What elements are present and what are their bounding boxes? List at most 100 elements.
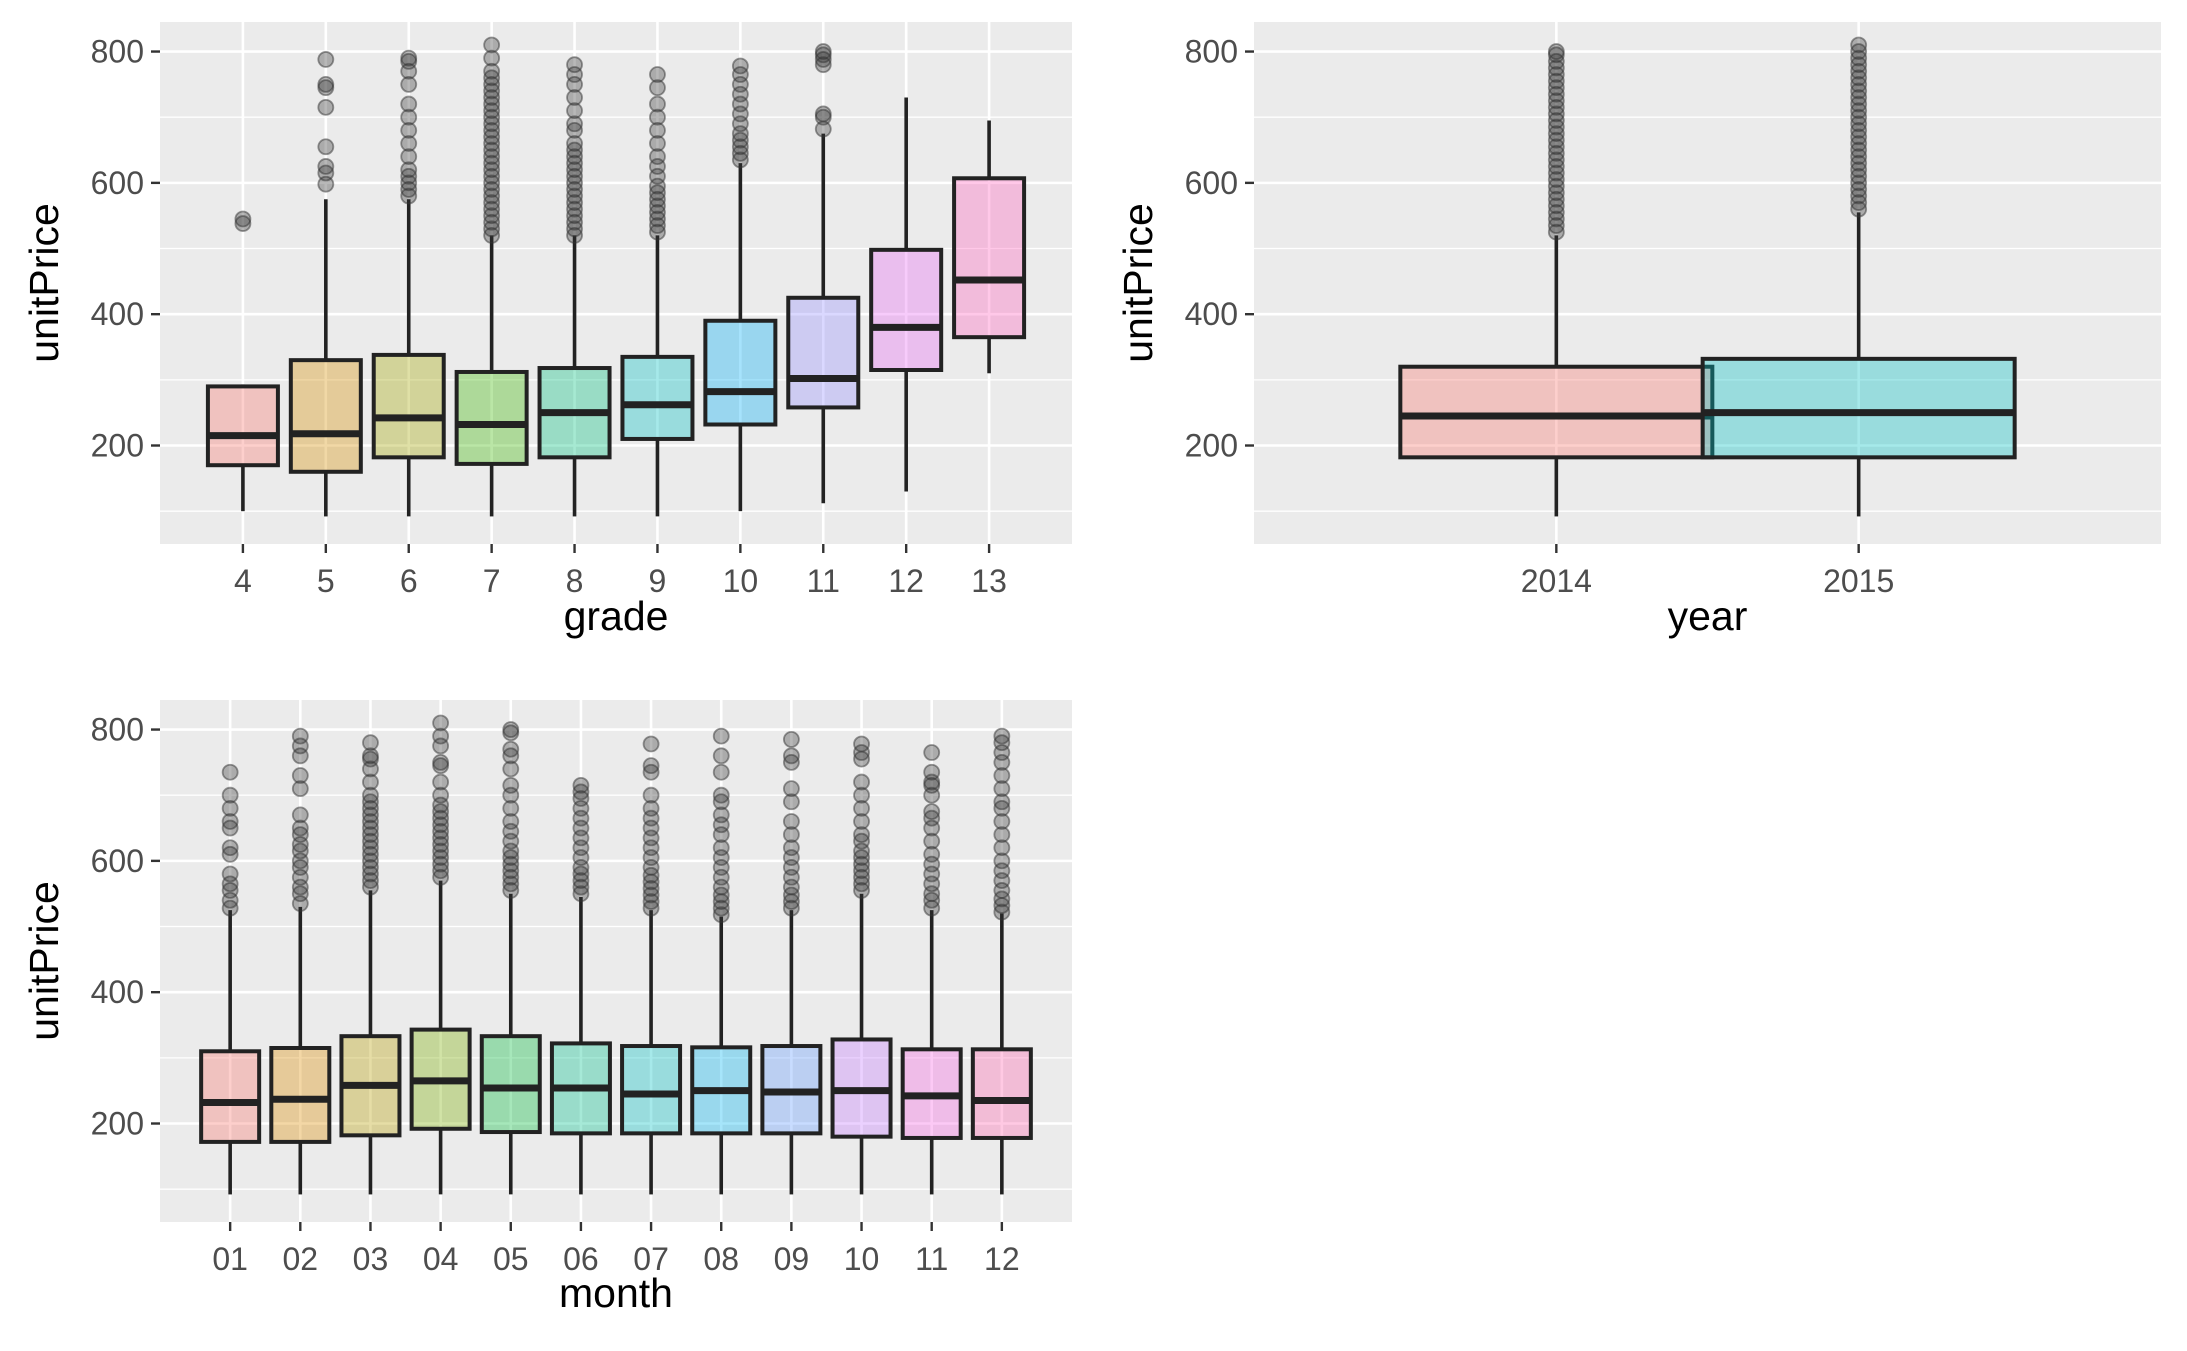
outlier-point — [432, 855, 450, 873]
outlier-point — [502, 747, 520, 765]
outlier-point — [649, 148, 666, 166]
outlier-point — [731, 138, 749, 156]
outlier-point — [642, 763, 660, 781]
outlier-point — [400, 181, 418, 198]
outlier-point — [814, 105, 832, 123]
panel-background — [160, 700, 1072, 1222]
outlier-point — [1850, 154, 1868, 172]
outlier-point — [853, 813, 870, 830]
y-tick-label: 600 — [91, 165, 144, 201]
outlier-point — [432, 849, 450, 866]
outlier-point — [566, 148, 583, 166]
x-tick-label: 10 — [844, 1241, 880, 1277]
outlier-point — [483, 141, 501, 159]
outlier-point — [649, 108, 666, 126]
y-axis-title: unitPrice — [21, 881, 67, 1041]
outlier-point — [814, 43, 832, 60]
outlier-point — [362, 734, 379, 752]
x-tick-label: 5 — [317, 563, 335, 599]
outlier-point — [1547, 112, 1565, 129]
outlier-point — [1547, 144, 1565, 162]
x-tick-label: 10 — [723, 563, 759, 599]
outlier-point — [782, 813, 800, 830]
outlier-point — [291, 826, 309, 844]
outlier-point — [993, 852, 1011, 870]
outlier-point — [400, 121, 418, 139]
outlier-point — [483, 115, 501, 133]
outlier-point — [362, 799, 379, 817]
outlier-point — [400, 161, 418, 179]
outlier-point — [234, 210, 252, 228]
outlier-point — [649, 197, 666, 215]
outlier-point — [1850, 167, 1868, 185]
outlier-point — [1547, 125, 1565, 143]
outlier-point — [400, 167, 418, 185]
y-axis-title: unitPrice — [1115, 203, 1161, 363]
outlier-point — [566, 115, 583, 133]
outlier-point — [1850, 62, 1868, 80]
outlier-point — [1850, 135, 1868, 152]
outlier-point — [483, 220, 501, 238]
box-iqr — [199, 1049, 262, 1144]
outlier-point — [317, 164, 335, 182]
outlier-point — [1547, 131, 1565, 149]
outlier-point — [782, 839, 800, 857]
y-tick-label: 400 — [91, 296, 144, 332]
outlier-point — [731, 151, 749, 169]
box-iqr — [1700, 356, 2017, 460]
outlier-point — [362, 859, 379, 876]
outlier-point — [502, 721, 520, 738]
x-tick-label: 4 — [234, 563, 252, 599]
outlier-point — [291, 806, 309, 824]
outlier-point — [1547, 204, 1565, 221]
outlier-point — [362, 839, 379, 857]
outlier-point — [572, 865, 590, 883]
outlier-point — [432, 773, 450, 791]
outlier-point — [432, 809, 450, 827]
outlier-point — [362, 832, 379, 850]
outlier-point — [362, 865, 379, 883]
outlier-point — [1850, 181, 1868, 198]
outlier-point — [1547, 118, 1565, 136]
x-tick-label: 11 — [807, 563, 840, 599]
outlier-point — [642, 786, 660, 804]
outlier-point — [362, 773, 379, 791]
outlier-point — [1547, 158, 1565, 175]
outlier-point — [1850, 69, 1868, 87]
box-iqr — [1398, 364, 1715, 460]
outlier-point — [432, 868, 450, 886]
outlier-point — [362, 786, 379, 804]
outlier-point — [362, 852, 379, 870]
box-grade-8 — [537, 56, 612, 517]
outlier-point — [993, 767, 1011, 784]
outlier-point — [502, 882, 520, 899]
outlier-point — [1850, 148, 1868, 166]
outlier-point — [566, 141, 583, 159]
outlier-point — [923, 803, 941, 821]
outlier-point — [642, 880, 660, 897]
outlier-point — [1547, 197, 1565, 215]
outlier-point — [712, 747, 730, 765]
outlier-point — [1850, 95, 1868, 113]
box-month-10 — [830, 735, 893, 1195]
outlier-point — [649, 79, 666, 97]
outlier-point — [483, 174, 501, 192]
outlier-point — [221, 786, 239, 804]
outlier-point — [853, 832, 870, 850]
outlier-point — [642, 886, 660, 904]
box-grade-7 — [454, 36, 529, 517]
outlier-point — [993, 903, 1011, 921]
outlier-point — [483, 82, 501, 100]
outlier-point — [853, 875, 870, 893]
outlier-point — [782, 899, 800, 917]
outlier-point — [483, 69, 501, 87]
box-iqr — [205, 384, 280, 468]
outlier-point — [1850, 43, 1868, 60]
outlier-point — [502, 849, 520, 866]
outlier-point — [566, 161, 583, 179]
outlier-point — [642, 799, 660, 817]
box-month-12 — [970, 727, 1033, 1195]
outlier-point — [572, 783, 590, 801]
outlier-point — [1547, 184, 1565, 202]
outlier-point — [712, 786, 730, 804]
